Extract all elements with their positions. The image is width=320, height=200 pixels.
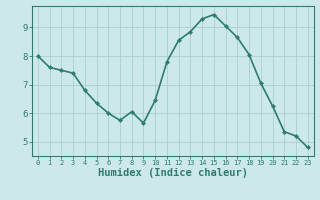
X-axis label: Humidex (Indice chaleur): Humidex (Indice chaleur) (98, 168, 248, 178)
